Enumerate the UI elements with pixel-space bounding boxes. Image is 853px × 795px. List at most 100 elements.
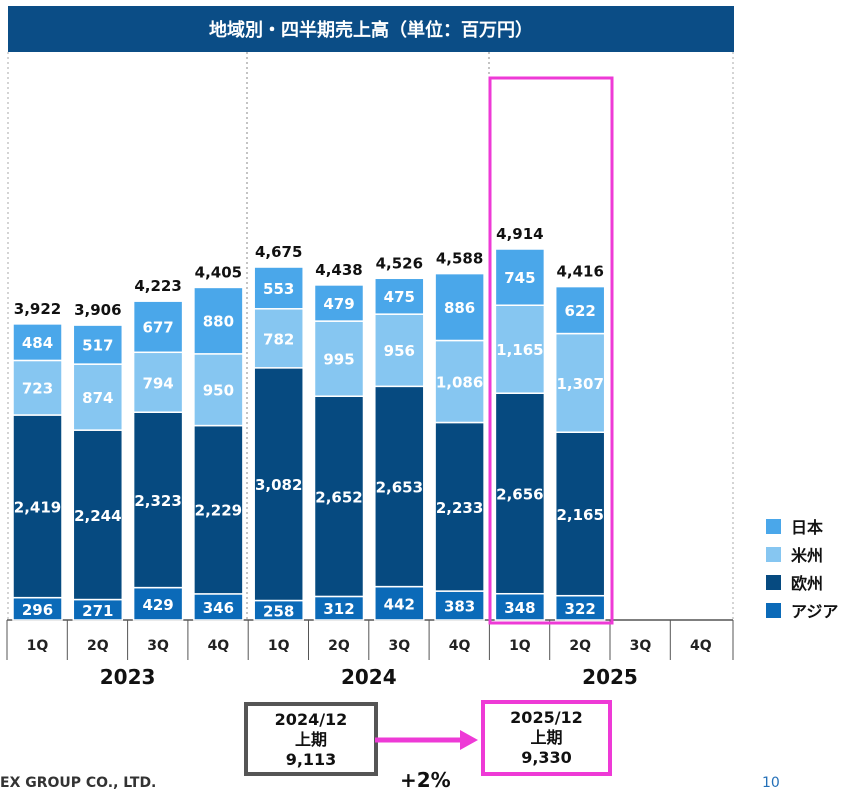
total-label-4: 4,675 (255, 243, 302, 261)
data-label-europe-5: 2,652 (315, 488, 362, 506)
arrow-head (460, 730, 478, 750)
curr-value: 9,330 (521, 748, 572, 767)
data-label-americas-7: 1,086 (436, 373, 483, 391)
legend-item-asia: アジア (766, 596, 838, 624)
bar-europe-2 (132, 411, 184, 589)
year-label-2024: 2024 (341, 665, 397, 689)
bar-europe-9 (554, 431, 606, 597)
bar-europe-7 (434, 421, 485, 592)
data-label-japan-7: 886 (444, 299, 475, 317)
legend-swatch-americas (766, 546, 781, 562)
total-label-9: 4,416 (556, 263, 603, 281)
bar-americas-3 (193, 353, 244, 427)
legend-label-japan: 日本 (791, 518, 824, 537)
total-label-0: 3,922 (14, 300, 61, 318)
bar-japan-5 (313, 284, 365, 322)
bar-japan-9 (554, 285, 606, 335)
data-label-europe-6: 2,653 (376, 478, 423, 496)
highlight-2025-frame (488, 76, 614, 625)
tick-label-7: 4Q (449, 638, 471, 654)
legend: 日本 米州 欧州 アジア (766, 512, 838, 624)
data-label-americas-9: 1,307 (556, 375, 603, 393)
curr-period: 2025/12 (510, 708, 583, 727)
tick-label-4: 1Q (268, 638, 290, 654)
prev-period: 2024/12 (274, 710, 348, 729)
bar-asia-3 (193, 593, 244, 621)
bar-europe-3 (193, 424, 244, 595)
data-label-asia-2: 429 (142, 596, 173, 614)
bar-japan-2 (132, 300, 184, 354)
data-label-europe-8: 2,656 (496, 485, 543, 503)
bar-americas-6 (374, 313, 425, 388)
page-number: 10 (762, 775, 780, 791)
data-label-europe-7: 2,233 (436, 499, 483, 517)
data-label-asia-5: 312 (323, 600, 354, 618)
chart-title: 地域別・四半期売上高（単位：百万円） (8, 6, 734, 52)
data-label-asia-7: 383 (444, 598, 475, 616)
bar-asia-8 (494, 592, 546, 621)
data-label-japan-5: 479 (323, 295, 354, 313)
stacked-bar-chart: 296 2,419 723 484 3,922 1Q 271 2,244 874 517 3,906… (6, 52, 734, 689)
data-label-europe-1: 2,244 (74, 507, 121, 525)
curr-label: 上期 (530, 728, 563, 747)
curr-half-box: 2025/12 上期 9,330 (481, 700, 612, 776)
tick-label-0: 1Q (27, 638, 49, 654)
data-label-japan-6: 475 (384, 288, 415, 306)
bar-americas-7 (434, 339, 485, 424)
data-label-japan-2: 677 (142, 319, 173, 337)
data-label-europe-3: 2,229 (195, 502, 242, 520)
data-label-japan-3: 880 (203, 313, 234, 331)
bar-americas-1 (72, 363, 124, 431)
data-label-asia-6: 442 (384, 595, 415, 613)
data-label-americas-8: 1,165 (496, 341, 543, 359)
year-label-2023: 2023 (100, 665, 156, 689)
legend-swatch-asia (766, 602, 781, 618)
bar-japan-7 (434, 272, 485, 342)
prev-half-box: 2024/12 上期 9,113 (244, 702, 378, 776)
data-label-europe-9: 2,165 (556, 506, 603, 524)
tick-label-1: 2Q (87, 638, 109, 654)
legend-swatch-europe (766, 574, 781, 590)
data-label-asia-9: 322 (565, 600, 596, 618)
data-label-japan-0: 484 (22, 334, 53, 352)
data-label-europe-2: 2,323 (134, 492, 181, 510)
bar-japan-6 (374, 277, 425, 315)
total-label-1: 3,906 (74, 301, 121, 319)
legend-item-americas: 米州 (766, 540, 838, 568)
prev-label: 上期 (294, 730, 327, 749)
bar-asia-2 (132, 586, 184, 621)
bar-europe-8 (494, 392, 546, 595)
total-label-3: 4,405 (195, 263, 242, 281)
growth-rate: +2% (400, 768, 451, 792)
bar-asia-6 (374, 585, 425, 621)
tick-label-2: 3Q (147, 638, 169, 654)
data-label-americas-5: 995 (323, 351, 354, 369)
tick-label-5: 2Q (328, 638, 350, 654)
bar-americas-0 (12, 359, 63, 416)
data-label-americas-3: 950 (203, 382, 234, 400)
legend-label-americas: 米州 (791, 546, 824, 565)
data-label-americas-6: 956 (384, 342, 415, 360)
bar-americas-8 (494, 304, 546, 394)
bar-europe-4 (253, 367, 304, 602)
legend-item-japan: 日本 (766, 512, 838, 540)
legend-label-asia: アジア (791, 602, 839, 621)
data-label-japan-8: 745 (504, 269, 535, 287)
bar-europe-5 (313, 395, 365, 598)
bar-japan-8 (494, 248, 546, 306)
data-label-americas-4: 782 (263, 330, 294, 348)
data-label-asia-1: 271 (82, 602, 113, 620)
prev-value: 9,113 (285, 750, 337, 769)
footer-company: EX GROUP CO., LTD. (0, 775, 157, 791)
year-label-2025: 2025 (582, 665, 638, 689)
legend-item-europe: 欧州 (766, 568, 838, 596)
tick-label-6: 3Q (388, 638, 410, 654)
data-label-europe-0: 2,419 (14, 498, 61, 516)
total-label-2: 4,223 (134, 277, 181, 295)
data-label-americas-1: 874 (82, 389, 113, 407)
data-label-asia-0: 296 (22, 601, 53, 619)
legend-label-europe: 欧州 (791, 574, 824, 593)
tick-label-9: 2Q (569, 638, 591, 654)
bar-europe-1 (72, 429, 124, 601)
bar-japan-0 (12, 323, 63, 362)
